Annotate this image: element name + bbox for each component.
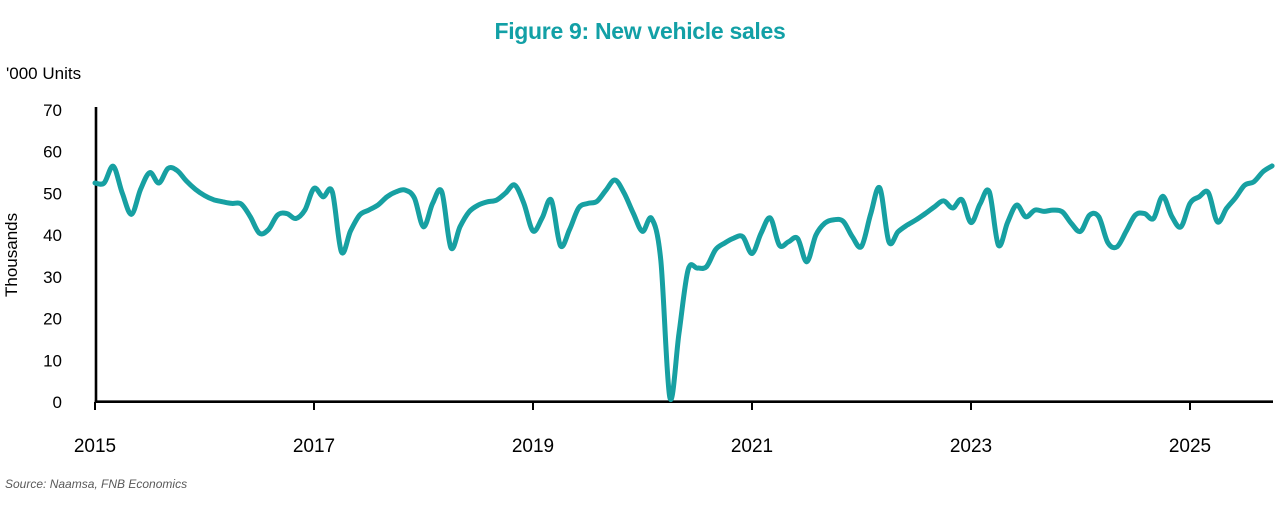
chart-title: Figure 9: New vehicle sales — [494, 18, 786, 44]
sales-line — [92, 163, 1275, 403]
y-tick-label: 60 — [43, 143, 62, 162]
y-tick-label: 70 — [43, 101, 62, 120]
y-tick-label: 10 — [43, 351, 62, 370]
y-tick-label: 50 — [43, 184, 62, 203]
y-tick-label: 40 — [43, 226, 62, 245]
x-tick-label: 2025 — [1169, 436, 1211, 457]
x-tick-label: 2023 — [950, 436, 992, 457]
source-note: Source: Naamsa, FNB Economics — [5, 477, 188, 491]
x-tick-label: 2021 — [731, 436, 773, 457]
y-tick-label: 30 — [43, 268, 62, 287]
y-tick-labels: 0 10 20 30 40 50 60 70 — [43, 101, 62, 412]
units-label: '000 Units — [6, 64, 82, 83]
y-tick-label: 0 — [53, 393, 62, 412]
x-tick-labels: 2015 2017 2019 2021 2023 2025 — [74, 402, 1211, 457]
x-tick-label: 2019 — [512, 436, 554, 457]
y-tick-label: 20 — [43, 310, 62, 329]
x-tick-label: 2015 — [74, 436, 116, 457]
x-tick-label: 2017 — [293, 436, 335, 457]
